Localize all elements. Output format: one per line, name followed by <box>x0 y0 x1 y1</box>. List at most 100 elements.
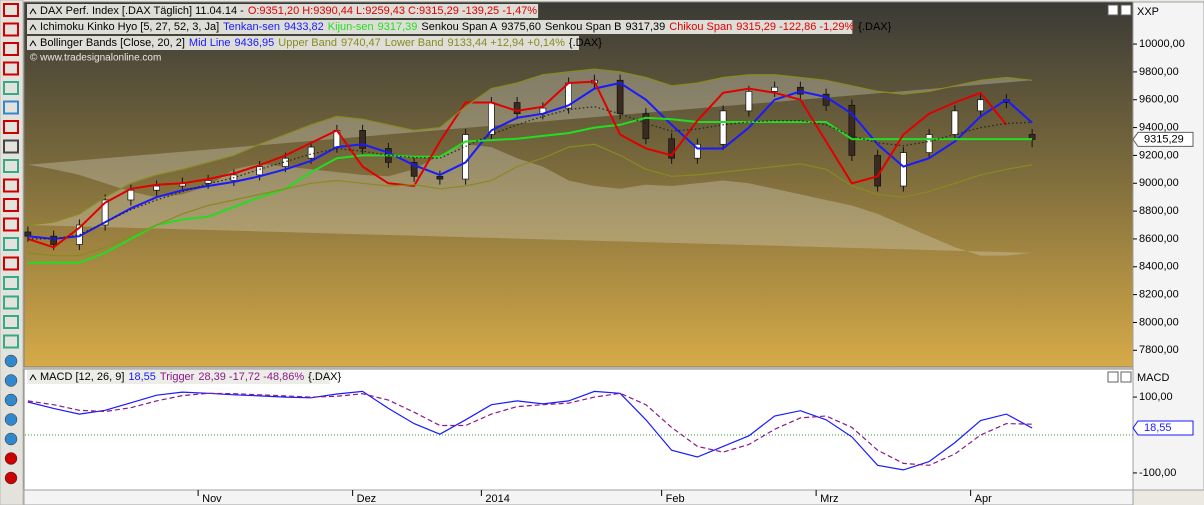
x-tick-label: 2014 <box>485 493 509 505</box>
indicator-line <box>27 68 1033 226</box>
legend-text: MACD [12, 26, 9] 18,55 Trigger 28,39 -17,72… <box>40 371 342 383</box>
candle-body <box>153 185 160 191</box>
band-fill <box>27 69 1033 256</box>
indicator-line <box>27 106 1033 240</box>
candle-body <box>771 86 778 92</box>
candle-body <box>436 175 444 180</box>
panel-button[interactable] <box>1107 371 1119 383</box>
legend-item: Kijun-sen <box>328 21 374 33</box>
tool-icon[interactable] <box>4 354 18 368</box>
tool-icon[interactable] <box>3 178 19 193</box>
panel-button[interactable] <box>1107 4 1119 16</box>
indicator-line <box>27 80 1008 249</box>
x-tick-label: Nov <box>202 493 222 505</box>
tool-icon[interactable] <box>3 315 19 329</box>
legend-text: DAX Perf. Index [.DAX Täglich] 11.04.14 … <box>40 5 537 17</box>
tool-icon[interactable] <box>3 139 19 154</box>
legend-item: {.DAX} <box>569 37 602 49</box>
tool-icon[interactable] <box>3 276 19 290</box>
tool-icon[interactable] <box>4 393 18 407</box>
candle-body <box>874 155 881 187</box>
legend-layer: DAX Perf. Index [.DAX Täglich] 11.04.14 … <box>27 4 892 384</box>
legend-text: Bollinger Bands [Close, 20, 2] Mid Line 94… <box>40 37 602 49</box>
indicator-line <box>27 390 1033 471</box>
tool-icon[interactable] <box>3 295 19 310</box>
axis-label: XXP <box>1137 6 1159 18</box>
legend-item: 9740,47 <box>341 37 381 49</box>
panel-button[interactable] <box>1120 4 1132 16</box>
y-tick-label: 7800,00 <box>1139 344 1179 356</box>
x-tick-label: Apr <box>975 493 992 505</box>
last-value-box <box>1132 131 1194 147</box>
tool-icon[interactable] <box>4 413 18 426</box>
candle-body <box>513 102 521 115</box>
tool-icon[interactable] <box>3 198 19 212</box>
tool-icon[interactable] <box>3 217 19 232</box>
legend-item: 9317,39 <box>625 21 665 33</box>
candle-body <box>256 166 263 176</box>
y-tick-label: 9600,00 <box>1139 94 1179 106</box>
x-tick-label: Mrz <box>820 493 838 505</box>
tool-icon[interactable] <box>3 3 19 17</box>
candle-body <box>848 104 856 156</box>
last-value-box <box>1132 420 1194 436</box>
legend-item: Bollinger Bands [Close, 20, 2] <box>40 37 185 49</box>
y-tick-label: 100,00 <box>1139 391 1173 403</box>
legend-item: 9317,39 <box>378 21 418 33</box>
legend-item: {.DAX} <box>858 21 891 33</box>
tool-icon[interactable] <box>3 81 19 95</box>
time-axis <box>23 489 1134 505</box>
y-tick-label: -100,00 <box>1139 467 1176 479</box>
y-tick-label: 10000,00 <box>1139 38 1185 50</box>
tool-icon[interactable] <box>3 61 19 76</box>
legend-item: {.DAX} <box>308 371 341 383</box>
panel-button[interactable] <box>1120 371 1132 383</box>
axis-label: MACD <box>1137 372 1169 384</box>
legend-item: Senkou Span A <box>421 21 498 33</box>
tool-icon[interactable] <box>3 100 19 115</box>
tool-icon[interactable] <box>3 237 19 251</box>
y-tick-label: 9800,00 <box>1139 66 1179 78</box>
candle-body <box>745 91 753 112</box>
tool-icon[interactable] <box>3 22 19 37</box>
tool-icon[interactable] <box>4 452 18 465</box>
legend-item: 9433,82 <box>284 21 324 33</box>
legend-item: Tenkan-sen <box>223 21 280 33</box>
legend-row: Bollinger Bands [Close, 20, 2] Mid Line 94… <box>27 36 602 50</box>
y-tick-label: 8800,00 <box>1139 205 1179 217</box>
candle-body <box>642 113 650 140</box>
tool-icon[interactable] <box>4 432 18 446</box>
tool-icon[interactable] <box>4 374 18 387</box>
candle-body <box>24 231 32 237</box>
indicator-line <box>27 143 1033 257</box>
legend-bg <box>27 370 331 384</box>
tool-icon[interactable] <box>3 256 19 271</box>
candle-body <box>204 180 212 184</box>
legend-icon <box>29 24 37 31</box>
y-tick-label: 8600,00 <box>1139 233 1179 245</box>
legend-row: MACD [12, 26, 9] 18,55 Trigger 28,39 -17,72… <box>27 370 342 384</box>
legend-item: Chikou Span <box>669 21 732 33</box>
candle-body <box>694 143 701 159</box>
tool-icon[interactable] <box>3 120 19 134</box>
legend-icon <box>29 374 37 381</box>
legend-icon <box>29 8 37 15</box>
tool-icon[interactable] <box>3 159 19 173</box>
legend-bg <box>27 36 579 50</box>
tool-icon[interactable] <box>3 42 19 56</box>
toolbar <box>0 0 24 505</box>
legend-item: 9315,29 -122,86 -1,29% <box>736 21 854 33</box>
candle-body <box>307 146 315 159</box>
watermark: © www.tradesignalonline.com <box>30 53 161 64</box>
tool-icon[interactable] <box>3 334 19 349</box>
price-panel <box>23 1 1134 368</box>
y-tick-label: 9000,00 <box>1139 177 1179 189</box>
candle-body <box>462 134 469 180</box>
legend-row: DAX Perf. Index [.DAX Täglich] 11.04.14 … <box>27 4 539 18</box>
legend-item: 9375,60 <box>501 21 541 33</box>
tool-icon[interactable] <box>4 471 18 485</box>
legend-item: 9436,95 <box>235 37 275 49</box>
candle-body <box>719 110 727 145</box>
legend-item: MACD [12, 26, 9] <box>40 371 124 383</box>
legend-item: 18,55 <box>128 371 156 383</box>
